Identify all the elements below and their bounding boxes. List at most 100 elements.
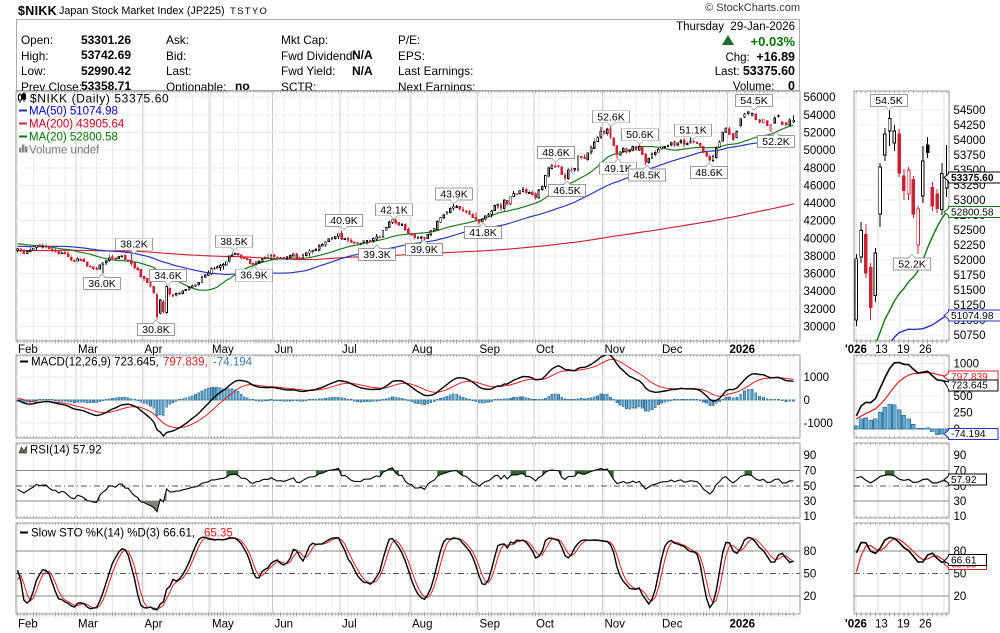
- svg-text:Nov: Nov: [605, 619, 626, 631]
- svg-text:52250: 52250: [954, 240, 986, 252]
- svg-text:42.1K: 42.1K: [380, 204, 407, 216]
- svg-text:19: 19: [897, 619, 910, 631]
- svg-text:49.1K: 49.1K: [604, 163, 631, 175]
- svg-text:54000: 54000: [804, 110, 836, 122]
- svg-text:0: 0: [804, 395, 810, 407]
- svg-text:13: 13: [875, 619, 888, 631]
- svg-text:48.6K: 48.6K: [542, 147, 569, 159]
- svg-text:36.0K: 36.0K: [88, 278, 115, 290]
- svg-text:39.9K: 39.9K: [410, 244, 437, 256]
- svg-text:20: 20: [804, 591, 817, 603]
- svg-text:54.5K: 54.5K: [875, 95, 902, 107]
- svg-text:Jul: Jul: [342, 619, 357, 631]
- svg-text:797.839,: 797.839,: [163, 357, 208, 369]
- svg-text:50000: 50000: [804, 145, 836, 157]
- svg-text:80: 80: [804, 546, 817, 558]
- svg-text:-1000: -1000: [804, 418, 833, 430]
- svg-text:54.5K: 54.5K: [740, 95, 767, 107]
- svg-text:50.6K: 50.6K: [626, 129, 653, 141]
- svg-text:43.9K: 43.9K: [440, 189, 467, 201]
- svg-text:30.8K: 30.8K: [142, 324, 169, 336]
- svg-text:30: 30: [804, 496, 817, 508]
- svg-text:48000: 48000: [804, 163, 836, 175]
- svg-text:May: May: [212, 619, 234, 631]
- svg-text:36000: 36000: [804, 269, 836, 281]
- svg-text:Dec: Dec: [662, 344, 683, 356]
- svg-text:44000: 44000: [804, 198, 836, 210]
- svg-text:Mar: Mar: [78, 619, 98, 631]
- svg-text:$NIKK (Daily) 53375.60: $NIKK (Daily) 53375.60: [30, 92, 169, 106]
- svg-text:Apr: Apr: [145, 619, 163, 631]
- svg-text:Sep: Sep: [480, 344, 500, 356]
- svg-text:52000: 52000: [804, 128, 836, 140]
- svg-text:Dec: Dec: [662, 619, 683, 631]
- svg-text:-74.194: -74.194: [213, 357, 253, 369]
- svg-text:Aug: Aug: [412, 344, 432, 356]
- svg-text:51074.98: 51074.98: [951, 311, 994, 322]
- svg-text:Feb: Feb: [18, 619, 38, 631]
- svg-text:40000: 40000: [804, 233, 836, 245]
- svg-text:MA(50) 51074.98: MA(50) 51074.98: [29, 106, 118, 118]
- svg-text:53375.60: 53375.60: [951, 173, 994, 184]
- svg-text:2026: 2026: [730, 619, 756, 631]
- svg-text:2026: 2026: [730, 344, 756, 356]
- svg-text:53000: 53000: [954, 195, 986, 207]
- svg-text:41.8K: 41.8K: [469, 227, 496, 239]
- svg-text:53750: 53750: [954, 150, 986, 162]
- svg-text:RSI(14) 57.92: RSI(14) 57.92: [30, 445, 102, 457]
- svg-text:90: 90: [954, 450, 967, 462]
- svg-text:52.6K: 52.6K: [597, 111, 624, 123]
- svg-text:32000: 32000: [804, 304, 836, 316]
- svg-text:51500: 51500: [954, 285, 986, 297]
- svg-text:52.2K: 52.2K: [898, 259, 925, 271]
- svg-text:42000: 42000: [804, 216, 836, 228]
- svg-text:Mar: Mar: [78, 344, 98, 356]
- svg-text:Oct: Oct: [536, 619, 555, 631]
- svg-text:52800.58: 52800.58: [951, 207, 994, 218]
- svg-text:66.61: 66.61: [951, 555, 977, 566]
- svg-text:50: 50: [804, 569, 817, 581]
- svg-text:Slow STO %K(14) %D(3) 66.61,: Slow STO %K(14) %D(3) 66.61,: [31, 528, 195, 540]
- svg-text:54000: 54000: [954, 135, 986, 147]
- svg-text:26: 26: [919, 619, 932, 631]
- svg-text:51750: 51750: [954, 270, 986, 282]
- svg-text:Jun: Jun: [275, 619, 294, 631]
- svg-text:38.5K: 38.5K: [220, 236, 247, 248]
- svg-text:Sep: Sep: [480, 619, 500, 631]
- svg-text:54250: 54250: [954, 120, 986, 132]
- svg-text:1000: 1000: [954, 359, 980, 371]
- svg-text:52000: 52000: [954, 255, 986, 267]
- svg-text:57.92: 57.92: [951, 475, 977, 486]
- svg-text:MACD(12,26,9) 723.645,: MACD(12,26,9) 723.645,: [31, 357, 159, 369]
- svg-text:Jul: Jul: [342, 344, 357, 356]
- svg-text:65.35: 65.35: [204, 528, 233, 540]
- svg-text:48.6K: 48.6K: [695, 167, 722, 179]
- svg-text:723.645: 723.645: [951, 381, 988, 392]
- svg-text:-74.194: -74.194: [951, 429, 986, 440]
- svg-text:50: 50: [804, 481, 817, 493]
- svg-text:34.6K: 34.6K: [154, 270, 181, 282]
- svg-text:40.9K: 40.9K: [330, 215, 357, 227]
- svg-text:50: 50: [954, 569, 967, 581]
- svg-text:30000: 30000: [804, 322, 836, 334]
- svg-text:MA(200) 43905.64: MA(200) 43905.64: [29, 119, 125, 131]
- svg-text:54500: 54500: [954, 105, 986, 117]
- svg-text:Apr: Apr: [145, 344, 163, 356]
- svg-text:'026: '026: [845, 344, 867, 356]
- svg-text:70: 70: [804, 466, 817, 478]
- svg-text:38000: 38000: [804, 251, 836, 263]
- svg-text:'026: '026: [845, 619, 867, 631]
- svg-text:56000: 56000: [804, 92, 836, 104]
- svg-text:Volume undef: Volume undef: [29, 145, 100, 157]
- svg-text:797.839: 797.839: [951, 372, 988, 383]
- svg-text:May: May: [212, 344, 234, 356]
- svg-text:51.1K: 51.1K: [679, 125, 706, 137]
- svg-text:13: 13: [875, 344, 888, 356]
- svg-text:34000: 34000: [804, 286, 836, 298]
- svg-text:46000: 46000: [804, 180, 836, 192]
- svg-text:10: 10: [804, 511, 817, 523]
- svg-text:500: 500: [954, 391, 973, 403]
- svg-text:19: 19: [897, 344, 910, 356]
- svg-text:Oct: Oct: [536, 344, 555, 356]
- svg-text:52500: 52500: [954, 225, 986, 237]
